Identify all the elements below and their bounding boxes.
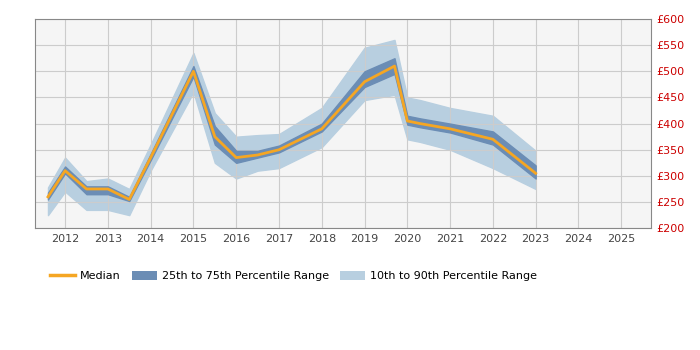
Legend: Median, 25th to 75th Percentile Range, 10th to 90th Percentile Range: Median, 25th to 75th Percentile Range, 1… bbox=[46, 266, 542, 285]
